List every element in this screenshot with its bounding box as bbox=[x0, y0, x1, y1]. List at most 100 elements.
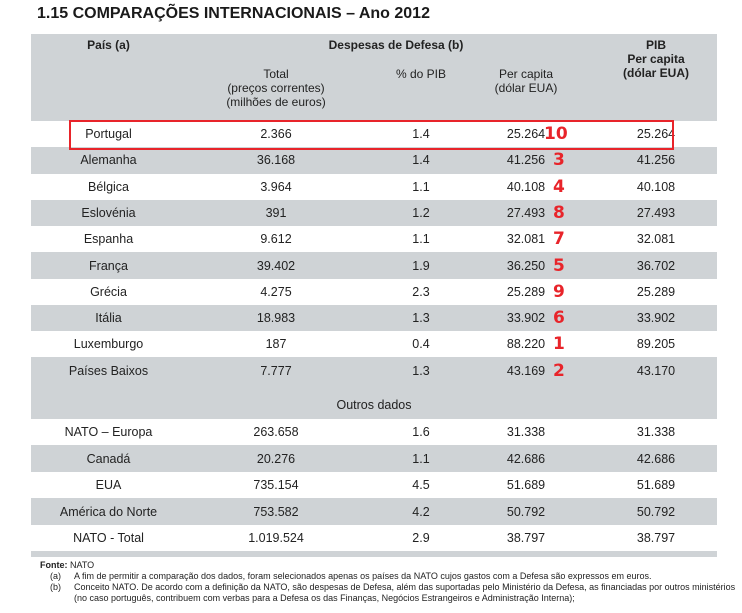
cell-total: 4.275 bbox=[260, 284, 292, 299]
cell-per-capita: 42.686 bbox=[506, 451, 546, 466]
cell-pib: 43.170 bbox=[636, 363, 676, 378]
cell-pib: 33.902 bbox=[636, 311, 676, 326]
comparison-table: País (a) Despesas de Defesa (b) PIB Per … bbox=[31, 34, 717, 557]
cell-country: Luxemburgo bbox=[73, 337, 144, 352]
cell-total: 9.612 bbox=[260, 232, 292, 247]
header-pct-pib: % do PIB bbox=[395, 67, 447, 81]
table-row: Bélgica 3.964 1.1 40.108 40.108 bbox=[31, 173, 717, 200]
rank-label: 10 bbox=[544, 124, 568, 144]
cell-pct: 0.4 bbox=[412, 337, 430, 352]
cell-country: NATO – Europa bbox=[64, 425, 153, 439]
header-pib-line1: PIB bbox=[645, 38, 666, 52]
footnote-a-text: A fim de permitir a comparação dos dados… bbox=[74, 571, 652, 581]
cell-total: 187 bbox=[265, 337, 287, 352]
header-total: Total (preços correntes) (milhões de eur… bbox=[186, 67, 366, 109]
cell-total: 753.582 bbox=[253, 504, 299, 519]
table-row: Canadá 20.276 1.1 42.686 42.686 bbox=[31, 446, 717, 472]
footnote-a-key: (a) bbox=[50, 571, 61, 581]
cell-country: Portugal bbox=[85, 127, 132, 141]
cell-pct: 4.5 bbox=[412, 478, 430, 492]
table-row: Luxemburgo 187 0.4 88.220 89.205 bbox=[31, 331, 717, 358]
rank-label: 2 bbox=[553, 360, 565, 381]
cell-country: EUA bbox=[95, 478, 122, 492]
cell-country: Eslovénia bbox=[81, 205, 136, 220]
header-pib-line2: Per capita bbox=[627, 52, 685, 66]
cell-pct: 1.2 bbox=[412, 205, 430, 220]
source-value: NATO bbox=[70, 560, 95, 570]
cell-per-capita: 32.081 bbox=[506, 232, 546, 247]
cell-country: Itália bbox=[95, 311, 122, 326]
cell-pib: 50.792 bbox=[636, 504, 676, 519]
cell-pib: 40.108 bbox=[636, 179, 676, 194]
cell-pib: 41.256 bbox=[636, 153, 676, 168]
cell-pct: 1.3 bbox=[412, 363, 430, 378]
cell-total: 2.366 bbox=[260, 127, 292, 141]
cell-pib: 27.493 bbox=[636, 205, 676, 220]
header-total-line1: Total bbox=[263, 67, 289, 81]
cell-per-capita: 25.289 bbox=[506, 284, 546, 299]
cell-per-capita: 43.169 bbox=[506, 363, 546, 378]
page-title: 1.15 COMPARAÇÕES INTERNACIONAIS – Ano 20… bbox=[37, 5, 430, 22]
cell-country: Países Baixos bbox=[68, 363, 149, 378]
cell-pib: 25.289 bbox=[636, 284, 676, 299]
cell-per-capita: 25.264 bbox=[506, 127, 546, 141]
cell-per-capita: 51.689 bbox=[506, 478, 546, 492]
rank-label: 7 bbox=[553, 229, 565, 250]
cell-pib: 89.205 bbox=[636, 337, 676, 352]
cell-pib: 42.686 bbox=[636, 451, 676, 466]
cell-pib: 31.338 bbox=[636, 425, 676, 439]
cell-total: 18.983 bbox=[256, 311, 296, 326]
table-row: EUA 735.154 4.5 51.689 51.689 bbox=[31, 472, 717, 498]
cell-per-capita: 88.220 bbox=[506, 337, 546, 352]
cell-total: 3.964 bbox=[260, 179, 292, 194]
cell-per-capita: 40.108 bbox=[506, 179, 546, 194]
header-country: País (a) bbox=[87, 38, 130, 52]
cell-per-capita: 27.493 bbox=[506, 205, 546, 220]
table-row: América do Norte 753.582 4.2 50.792 50.792 bbox=[31, 499, 717, 525]
rank-label: 1 bbox=[553, 334, 565, 355]
cell-country: França bbox=[89, 258, 128, 273]
cell-total: 391 bbox=[265, 205, 287, 220]
cell-pib: 32.081 bbox=[636, 232, 676, 247]
table-row: Itália 18.983 1.3 33.902 33.902 bbox=[31, 305, 717, 331]
table-row: Alemanha 36.168 1.4 41.256 41.256 bbox=[31, 147, 717, 173]
table-row: NATO - Total 1.019.524 2.9 38.797 38.797 bbox=[31, 525, 717, 551]
cell-country: Canadá bbox=[86, 451, 131, 466]
header-pib: PIB Per capita (dólar EUA) bbox=[596, 38, 716, 80]
cell-pib: 51.689 bbox=[636, 478, 676, 492]
table-row: Grécia 4.275 2.3 25.289 25.289 bbox=[31, 278, 717, 305]
table-row: Espanha 9.612 1.1 32.081 32.081 bbox=[31, 226, 717, 253]
cell-pct: 2.9 bbox=[412, 531, 430, 545]
rank-label: 8 bbox=[553, 202, 565, 223]
cell-pct: 1.9 bbox=[412, 258, 430, 273]
cell-pct: 2.3 bbox=[412, 284, 430, 299]
cell-per-capita: 50.792 bbox=[506, 504, 546, 519]
cell-pct: 1.3 bbox=[412, 311, 430, 326]
cell-pib: 36.702 bbox=[636, 258, 676, 273]
cell-pib: 25.264 bbox=[636, 127, 676, 141]
cell-country: Espanha bbox=[83, 232, 134, 247]
header-per-capita-line2: (dólar EUA) bbox=[494, 81, 558, 95]
cell-total: 36.168 bbox=[256, 153, 296, 168]
header-total-line2: (preços correntes) bbox=[227, 81, 325, 95]
cell-country: Bélgica bbox=[88, 179, 129, 194]
cell-pct: 4.2 bbox=[412, 504, 430, 519]
cell-per-capita: 33.902 bbox=[506, 311, 546, 326]
source-label: Fonte: bbox=[40, 560, 68, 570]
cell-pct: 1.1 bbox=[412, 232, 430, 247]
cell-per-capita: 36.250 bbox=[506, 258, 546, 273]
rank-label: 3 bbox=[553, 150, 565, 171]
header-per-capita-line1: Per capita bbox=[498, 67, 554, 81]
footnote-b-key: (b) bbox=[50, 582, 61, 592]
header-defense-group: Despesas de Defesa (b) bbox=[328, 38, 464, 52]
cell-per-capita: 41.256 bbox=[506, 153, 546, 168]
cell-total: 7.777 bbox=[260, 363, 292, 378]
header-pib-line3: (dólar EUA) bbox=[623, 66, 689, 80]
cell-total: 20.276 bbox=[256, 451, 296, 466]
other-data-label: Outros dados bbox=[336, 398, 412, 412]
cell-pct: 1.6 bbox=[412, 425, 430, 439]
cell-total: 263.658 bbox=[253, 425, 299, 439]
portugal-highlight-box bbox=[69, 120, 674, 150]
cell-per-capita: 31.338 bbox=[506, 425, 546, 439]
footer-notes: Fonte: NATO (a) A fim de permitir a comp… bbox=[40, 560, 740, 604]
